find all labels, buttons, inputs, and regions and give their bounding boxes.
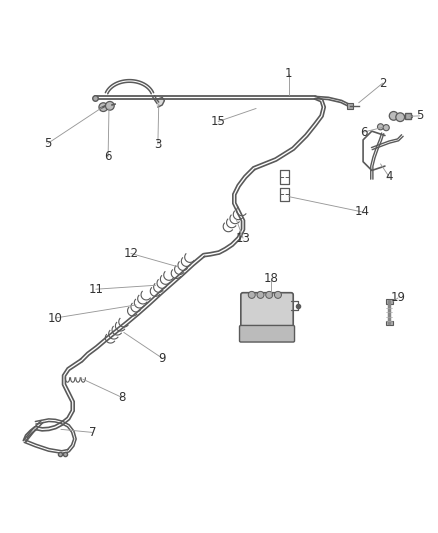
Circle shape <box>257 292 264 298</box>
Text: 14: 14 <box>355 205 370 219</box>
Circle shape <box>378 124 384 130</box>
Text: 1: 1 <box>285 67 293 80</box>
Circle shape <box>389 111 398 120</box>
Text: 6: 6 <box>360 126 368 139</box>
Text: 8: 8 <box>118 391 126 404</box>
FancyBboxPatch shape <box>240 326 294 342</box>
Bar <box>386 321 393 325</box>
Circle shape <box>383 125 389 131</box>
Text: 19: 19 <box>391 292 406 304</box>
Circle shape <box>396 113 405 122</box>
Circle shape <box>275 292 282 298</box>
Bar <box>386 299 393 304</box>
Text: 11: 11 <box>88 282 103 296</box>
Text: 18: 18 <box>264 272 279 285</box>
Text: 7: 7 <box>88 426 96 439</box>
Text: 10: 10 <box>48 311 63 325</box>
Text: 3: 3 <box>154 138 162 151</box>
Text: 4: 4 <box>385 171 393 183</box>
Text: 6: 6 <box>104 150 112 163</box>
Circle shape <box>106 101 114 110</box>
Text: 12: 12 <box>124 247 138 260</box>
Text: 5: 5 <box>44 137 52 150</box>
Circle shape <box>266 292 273 298</box>
Circle shape <box>99 103 108 111</box>
Polygon shape <box>155 98 164 107</box>
Text: 2: 2 <box>379 77 386 90</box>
Text: 15: 15 <box>211 115 226 128</box>
Text: 9: 9 <box>159 352 166 365</box>
Text: 13: 13 <box>236 232 251 245</box>
FancyBboxPatch shape <box>241 293 293 330</box>
Text: 5: 5 <box>416 109 424 123</box>
Circle shape <box>248 292 255 298</box>
